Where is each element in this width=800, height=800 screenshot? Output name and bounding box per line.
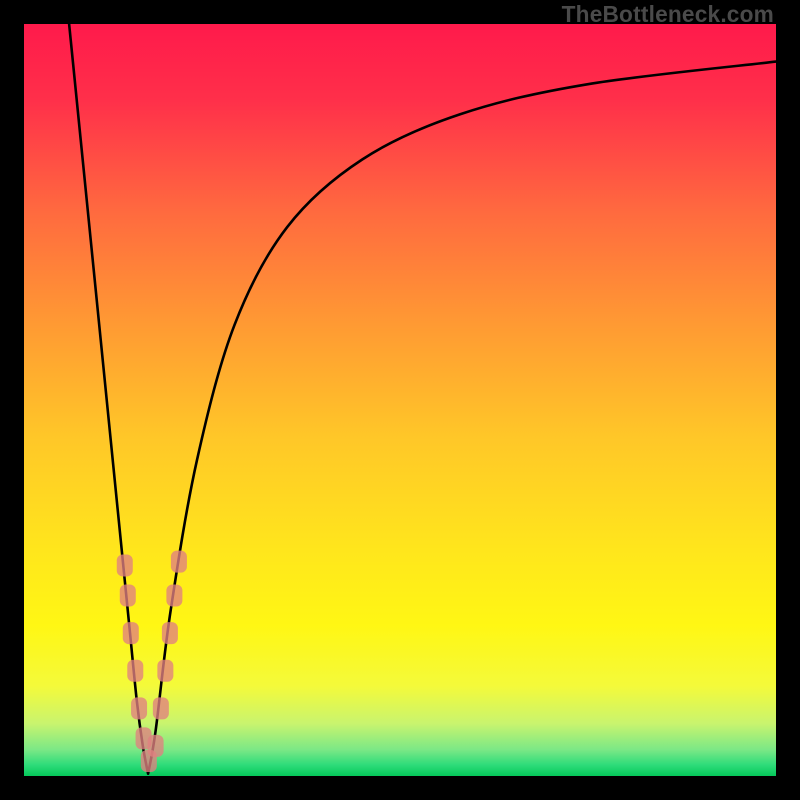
data-marker <box>117 554 133 576</box>
data-marker <box>148 735 164 757</box>
data-marker <box>153 697 169 719</box>
data-marker <box>166 585 182 607</box>
data-marker <box>120 585 136 607</box>
bottleneck-curve <box>69 24 776 774</box>
watermark-text: TheBottleneck.com <box>562 1 774 28</box>
data-marker <box>131 697 147 719</box>
data-marker <box>171 551 187 573</box>
data-marker <box>162 622 178 644</box>
chart-frame: TheBottleneck.com <box>0 0 800 800</box>
data-marker <box>157 660 173 682</box>
data-marker <box>127 660 143 682</box>
curve-layer <box>24 24 776 776</box>
data-marker <box>123 622 139 644</box>
data-markers <box>117 551 187 772</box>
plot-area <box>24 24 776 776</box>
